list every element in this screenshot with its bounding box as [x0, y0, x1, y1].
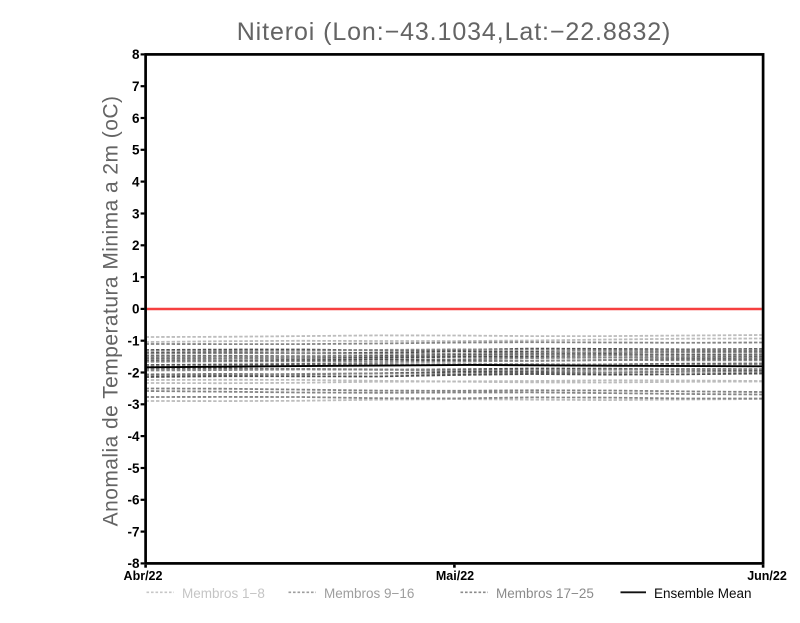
svg-text:-7: -7: [127, 524, 139, 539]
svg-text:Ensemble Mean: Ensemble Mean: [654, 586, 752, 601]
svg-text:Jun/22: Jun/22: [747, 569, 787, 583]
svg-text:Niteroi (Lon:−43.1034,Lat:−22.: Niteroi (Lon:−43.1034,Lat:−22.8832): [237, 18, 672, 46]
svg-text:-1: -1: [127, 334, 139, 349]
svg-text:-8: -8: [127, 556, 139, 571]
svg-text:5: 5: [132, 143, 140, 158]
svg-text:8: 8: [132, 47, 140, 62]
svg-text:-4: -4: [127, 429, 139, 444]
svg-text:-3: -3: [127, 397, 139, 412]
svg-text:Membros 9−16: Membros 9−16: [324, 586, 414, 601]
svg-text:-5: -5: [127, 461, 139, 476]
svg-text:2: 2: [132, 238, 140, 253]
svg-text:Abr/22: Abr/22: [124, 569, 163, 583]
svg-text:Anomalia de Temperatura Minima: Anomalia de Temperatura Minima a 2m (oC): [100, 96, 123, 527]
svg-text:Membros 17−25: Membros 17−25: [496, 586, 594, 601]
svg-text:-6: -6: [127, 493, 139, 508]
svg-text:4: 4: [132, 174, 140, 189]
svg-text:Membros 1−8: Membros 1−8: [182, 586, 265, 601]
svg-text:0: 0: [132, 302, 140, 317]
svg-text:-2: -2: [127, 365, 139, 380]
svg-text:3: 3: [132, 206, 140, 221]
svg-text:6: 6: [132, 111, 140, 126]
svg-text:1: 1: [132, 270, 140, 285]
svg-text:Mai/22: Mai/22: [436, 569, 474, 583]
svg-text:7: 7: [132, 79, 140, 94]
